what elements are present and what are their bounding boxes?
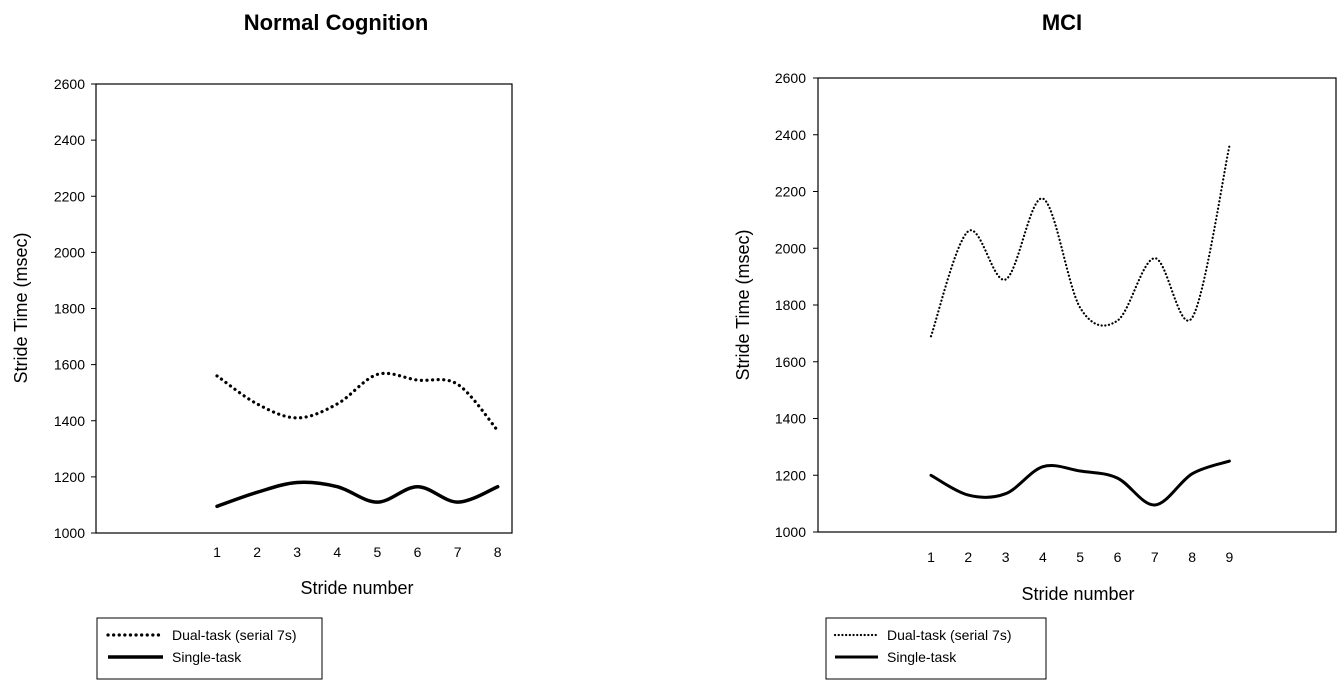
legend-dual-task-label: Dual-task (serial 7s) — [172, 627, 296, 643]
y-tick-label: 1600 — [775, 354, 806, 370]
y-tick-label: 2200 — [775, 184, 806, 200]
x-tick-label: 5 — [374, 544, 382, 560]
y-axis-ticks: 1000 1200 1400 1600 1800 2000 2200 2400 2600 — [775, 70, 818, 540]
x-tick-label: 8 — [1188, 549, 1196, 565]
y-tick-label: 2000 — [775, 240, 806, 256]
y-axis-ticks: 1000 1200 1400 1600 1800 2000 2200 2400 2600 — [54, 76, 96, 541]
x-tick-label: 6 — [414, 544, 422, 560]
y-tick-label: 2400 — [775, 127, 806, 143]
y-tick-label: 2200 — [54, 188, 85, 204]
y-tick-label: 1000 — [775, 524, 806, 540]
y-tick-label: 1800 — [775, 297, 806, 313]
x-tick-label: 5 — [1076, 549, 1084, 565]
y-tick-label: 1200 — [54, 469, 85, 485]
x-axis-label: Stride number — [1021, 584, 1134, 604]
x-tick-label: 3 — [293, 544, 301, 560]
dual-task-series-line — [215, 371, 500, 433]
legend-box — [96, 617, 323, 680]
legend-dual-task-label: Dual-task (serial 7s) — [887, 627, 1011, 643]
chart-title: MCI — [1042, 10, 1082, 35]
plot-area-frame — [95, 83, 513, 534]
x-tick-label: 2 — [964, 549, 972, 565]
dual-task-series-line — [929, 145, 1231, 338]
legend: Dual-task (serial 7s) Single-task — [825, 617, 1047, 680]
single-task-series-line — [929, 459, 1231, 507]
chart-mci: MCI Stride number Stride Time (msec) 100… — [733, 10, 1337, 680]
legend-single-task-label: Single-task — [172, 649, 242, 665]
y-tick-label: 1600 — [54, 357, 85, 373]
series-lines — [215, 371, 500, 509]
legend-single-task-label: Single-task — [887, 649, 957, 665]
single-task-series-line — [215, 480, 500, 509]
plot-area-frame — [817, 77, 1337, 533]
y-tick-label: 2400 — [54, 132, 85, 148]
x-axis-ticks: 1 2 3 4 5 6 7 8 — [213, 544, 502, 560]
y-tick-label: 2600 — [775, 70, 806, 86]
y-tick-label: 1000 — [54, 525, 85, 541]
x-tick-label: 7 — [1151, 549, 1159, 565]
y-tick-label: 1400 — [775, 411, 806, 427]
y-tick-label: 2600 — [54, 76, 85, 92]
x-tick-label: 1 — [213, 544, 221, 560]
y-tick-label: 1800 — [54, 301, 85, 317]
x-tick-label: 1 — [927, 549, 935, 565]
x-tick-label: 8 — [494, 544, 502, 560]
x-tick-label: 4 — [333, 544, 341, 560]
x-tick-label: 2 — [253, 544, 261, 560]
y-tick-label: 2000 — [54, 244, 85, 260]
chart-title: Normal Cognition — [244, 10, 429, 35]
x-axis-label: Stride number — [300, 578, 413, 598]
y-tick-label: 1200 — [775, 467, 806, 483]
x-tick-label: 6 — [1114, 549, 1122, 565]
x-tick-label: 7 — [454, 544, 462, 560]
x-axis-ticks: 1 2 3 4 5 6 7 8 9 — [927, 549, 1233, 565]
chart-normal-cognition: Normal Cognition Stride number Stride Ti… — [11, 10, 513, 680]
legend: Dual-task (serial 7s) Single-task — [96, 617, 323, 680]
x-tick-label: 9 — [1226, 549, 1234, 565]
y-axis-label: Stride Time (msec) — [11, 232, 31, 383]
x-tick-label: 3 — [1002, 549, 1010, 565]
x-tick-label: 4 — [1039, 549, 1047, 565]
y-axis-label: Stride Time (msec) — [733, 229, 753, 380]
series-lines — [929, 145, 1231, 507]
y-tick-label: 1400 — [54, 413, 85, 429]
legend-box — [825, 617, 1047, 680]
